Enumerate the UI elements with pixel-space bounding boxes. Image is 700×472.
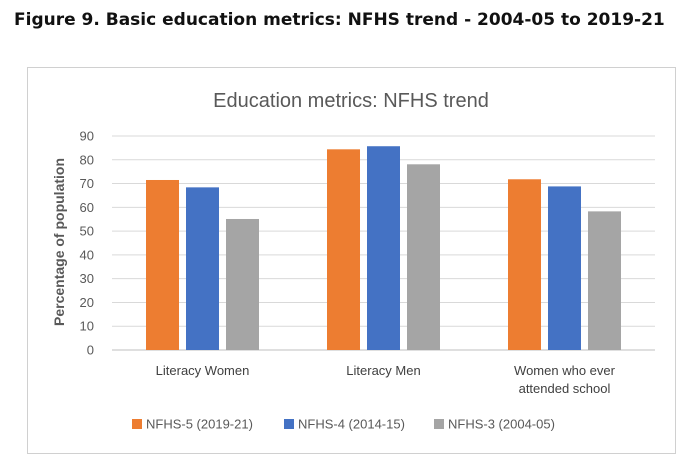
category-label: Literacy Men (346, 363, 420, 378)
bar (367, 146, 400, 350)
legend-label: NFHS-5 (2019-21) (146, 417, 253, 432)
category-label: Literacy Women (156, 363, 250, 378)
legend: NFHS-5 (2019-21) NFHS-4 (2014-15) NFHS-3 (… (132, 417, 555, 432)
legend-label: NFHS-4 (2014-15) (298, 417, 405, 432)
bar (186, 187, 219, 350)
figure-caption: Figure 9. Basic education metrics: NFHS … (14, 10, 665, 30)
legend-label: NFHS-3 (2004-05) (448, 417, 555, 432)
bar (327, 149, 360, 350)
y-tick-label: 90 (80, 129, 94, 144)
legend-swatch (132, 419, 142, 429)
y-tick-labels: 0 10 20 30 40 50 60 70 80 90 (80, 129, 94, 358)
y-tick-label: 0 (87, 343, 94, 358)
legend-swatch (284, 419, 294, 429)
y-tick-label: 20 (80, 295, 94, 310)
legend-swatch (434, 419, 444, 429)
bar (548, 186, 581, 350)
bars (146, 146, 621, 350)
chart-title: Education metrics: NFHS trend (213, 90, 489, 112)
y-tick-label: 70 (80, 176, 94, 191)
y-axis-label: Percentage of population (51, 158, 67, 326)
y-tick-label: 30 (80, 271, 94, 286)
y-tick-label: 40 (80, 247, 94, 262)
bar (588, 211, 621, 350)
y-tick-label: 80 (80, 152, 94, 167)
y-tick-label: 60 (80, 200, 94, 215)
category-label: Women who ever (514, 363, 616, 378)
category-labels: Literacy Women Literacy Men Women who ever… (156, 363, 616, 396)
y-tick-label: 10 (80, 319, 94, 334)
bar (226, 218, 259, 350)
bar (508, 179, 541, 350)
category-label: attended school (519, 381, 611, 396)
bar (407, 164, 440, 350)
y-tick-label: 50 (80, 224, 94, 239)
bar (146, 179, 179, 350)
